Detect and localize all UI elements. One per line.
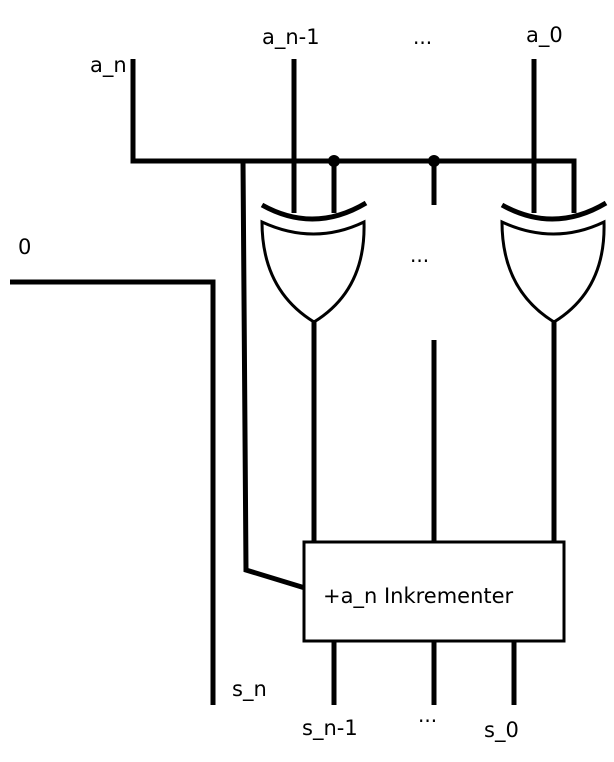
label-a-n-minus-1: a_n-1 — [262, 25, 320, 50]
xor-gate-2-back-curve — [500, 200, 608, 222]
xor-gate-2-body — [500, 219, 606, 324]
label-s-ellipsis: ... — [418, 703, 437, 727]
label-a-ellipsis: ... — [413, 25, 432, 49]
xor-gate-1-body — [260, 219, 366, 324]
label-a-n: a_n — [90, 53, 127, 78]
label-s-n-minus-1: s_n-1 — [302, 716, 358, 741]
incrementer: +a_n Inkrementer — [302, 540, 566, 643]
label-s-n: s_n — [232, 677, 267, 702]
wire-a-n-to-incrementer — [240, 160, 306, 591]
junction-dot-1 — [328, 155, 340, 167]
xor-gate-1 — [260, 200, 368, 324]
xor-gate-1-back-curve — [260, 200, 368, 222]
wire-zero-to-s-n — [10, 279, 216, 705]
label-a-0: a_0 — [526, 23, 563, 48]
xor-gate-2 — [500, 200, 608, 324]
label-s-0: s_0 — [484, 718, 519, 743]
incrementer-label: +a_n Inkrementer — [323, 584, 514, 609]
junction-dot-2 — [428, 155, 440, 167]
label-zero: 0 — [18, 235, 31, 259]
label-gate-ellipsis: ... — [410, 243, 429, 267]
wire-a-n — [130, 59, 577, 213]
